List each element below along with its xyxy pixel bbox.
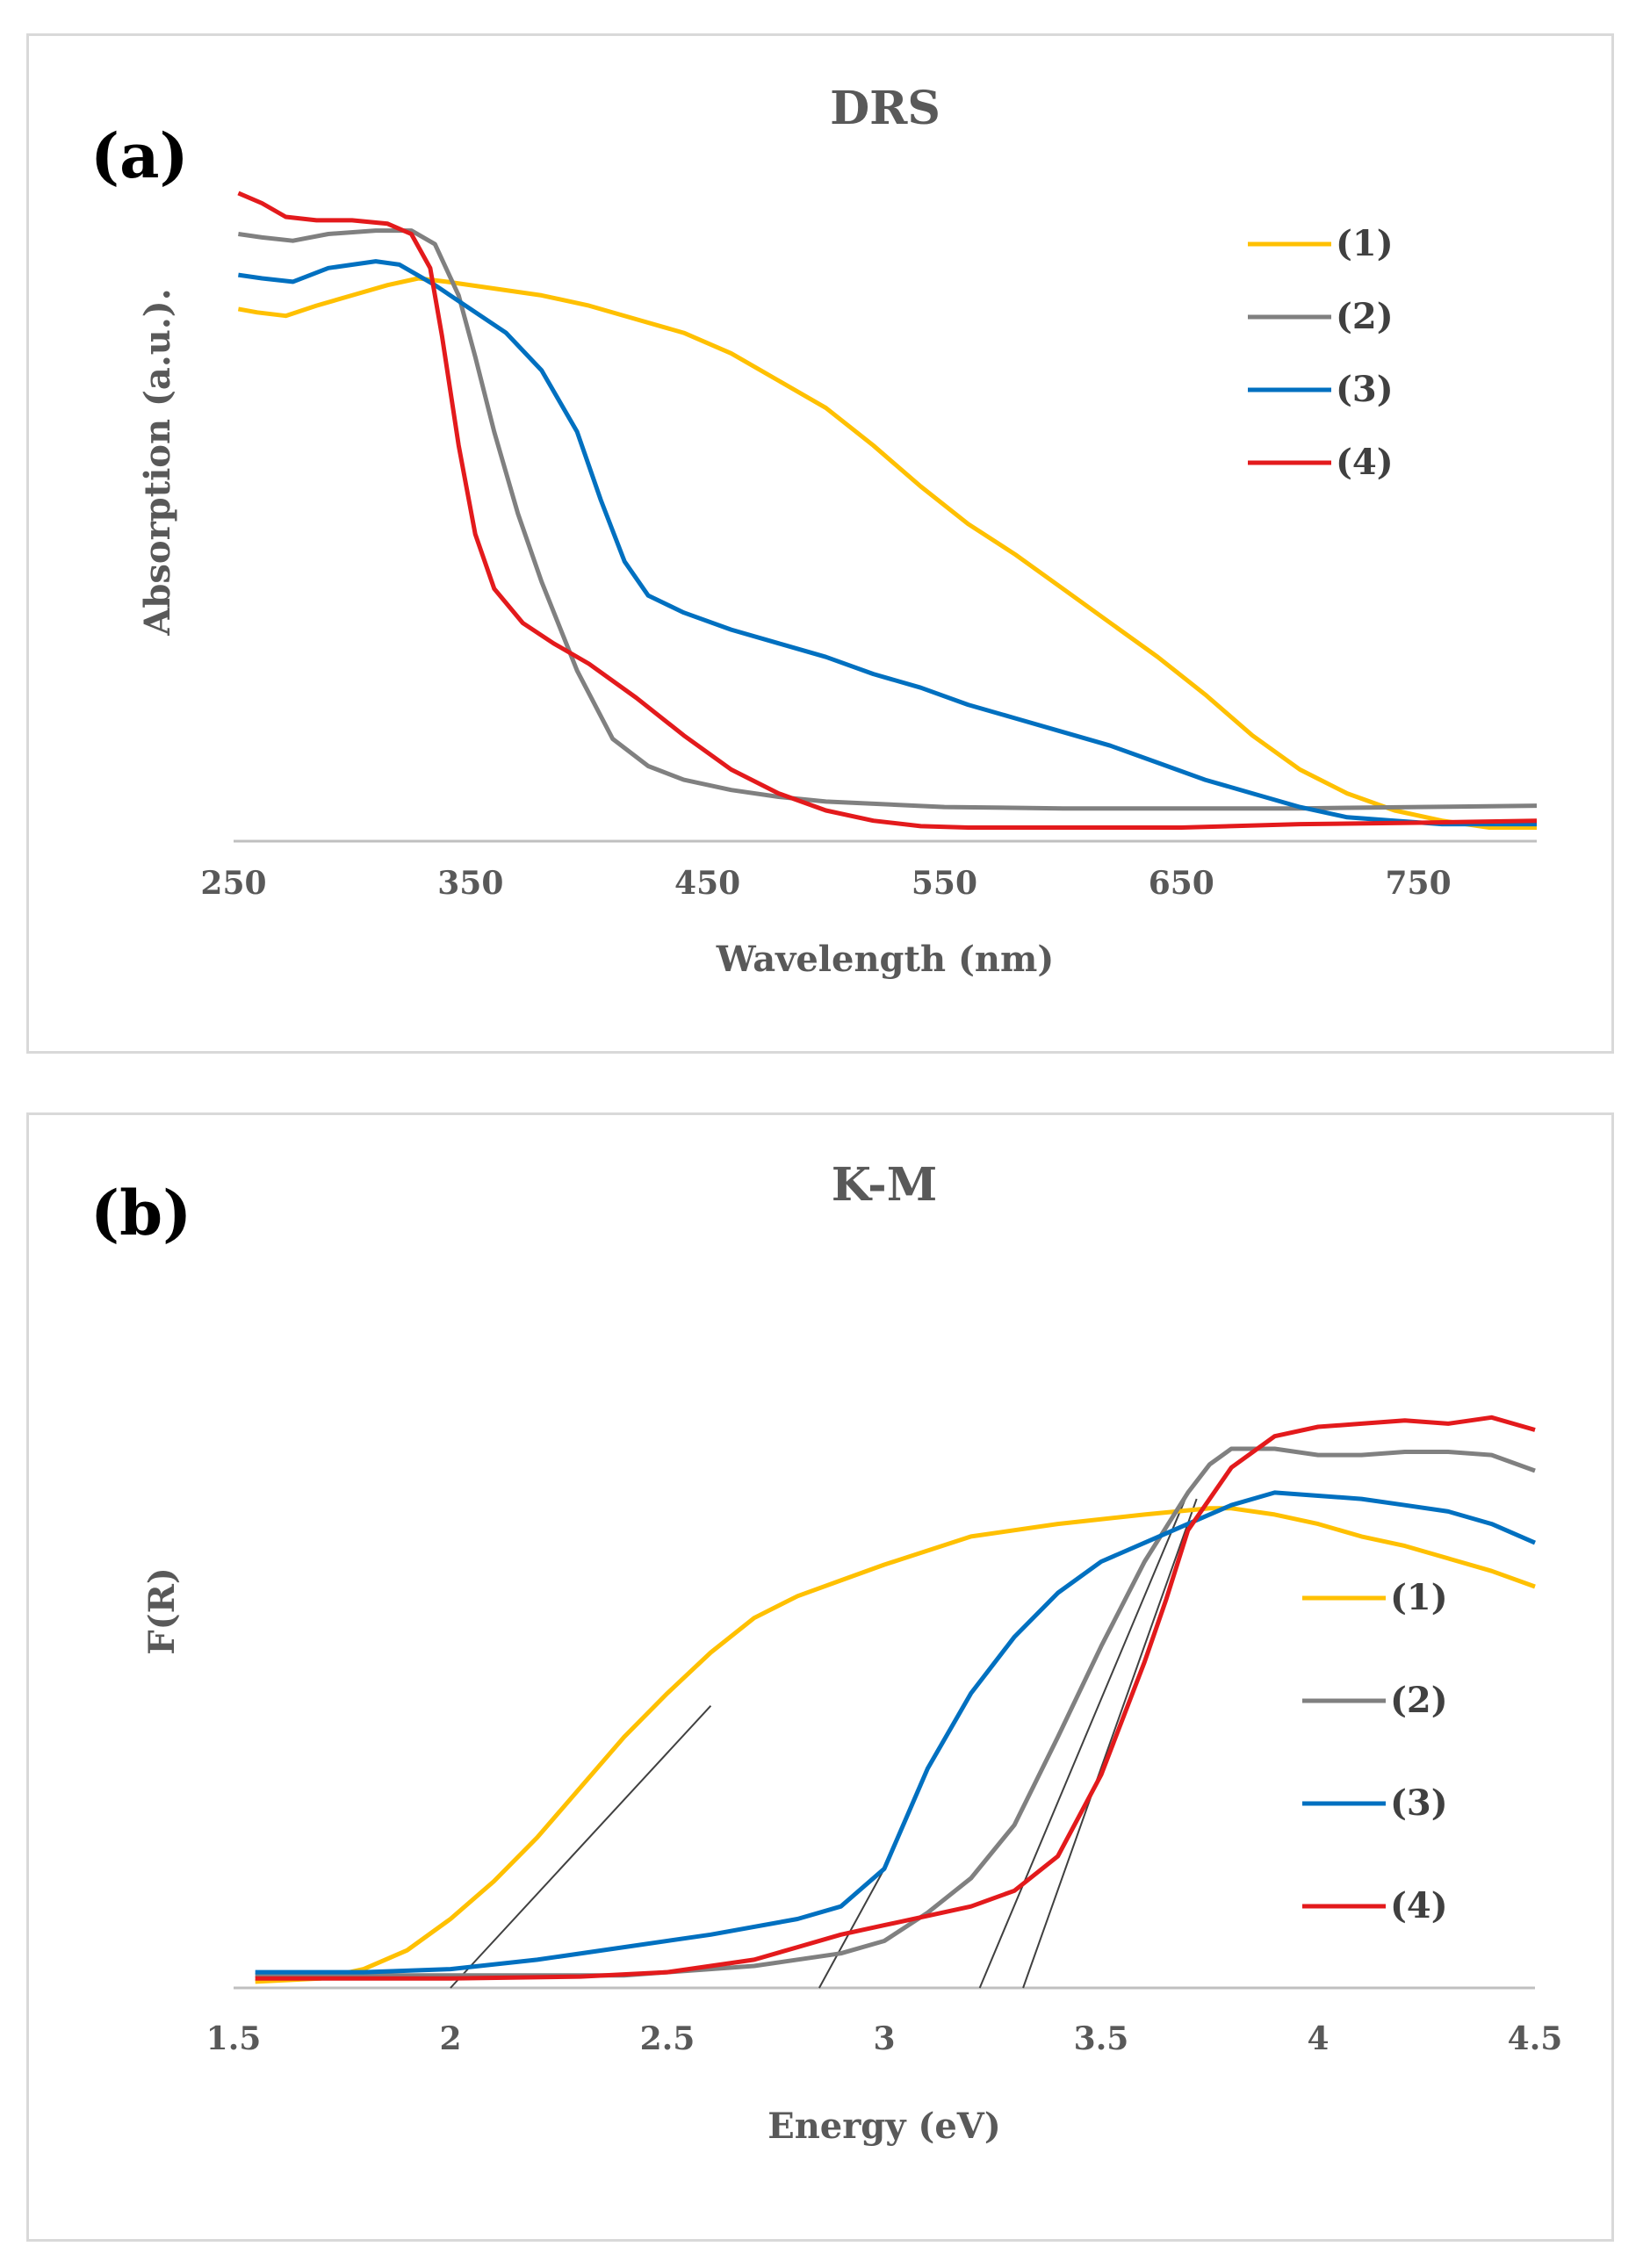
x-tick-label: 450: [674, 865, 740, 902]
legend-label-2: (2): [1390, 1680, 1448, 1721]
chart-title: K-M: [832, 1158, 938, 1212]
series-line-4: [237, 191, 1538, 830]
km-panel: (b) K-M 1.5 2 2.5 3 3.5 4 4.5 Energy (eV) F(R) (1)…: [26, 1112, 1614, 2242]
legend-label-1: (1): [1336, 223, 1394, 264]
x-axis-label: Wavelength (nm): [716, 939, 1055, 980]
series-line-2: [238, 228, 1538, 811]
legend-label-4: (4): [1336, 442, 1394, 483]
km-chart: K-M 1.5 2 2.5 3 3.5 4 4.5 Energy (eV) F(R) (1) (2) (…: [141, 1158, 1563, 2147]
x-tick-label: 550: [912, 865, 977, 902]
panel-label-a: (a): [90, 119, 189, 192]
chart-title: DRS: [830, 82, 940, 135]
x-tick-label: 2.5: [640, 2020, 695, 2057]
series-line-2: [255, 1446, 1536, 1978]
legend-label-3: (3): [1390, 1782, 1448, 1824]
tangent-line: [818, 1868, 885, 1989]
tangent-line: [978, 1492, 1189, 1989]
x-tick-label: 650: [1149, 865, 1214, 902]
x-tick-label: 350: [437, 865, 503, 902]
y-axis-label: F(R): [141, 1567, 183, 1655]
x-tick-label: 3: [873, 2020, 895, 2057]
series-line-3: [238, 259, 1537, 827]
drs-chart: DRS 250 350 450 550 650 750 Wavelength (nm) Abso…: [137, 82, 1538, 980]
series-line-3: [255, 1490, 1536, 1975]
x-tick-label: 4.5: [1508, 2020, 1563, 2057]
legend-label-3: (3): [1336, 369, 1394, 410]
x-axis-label: Energy (eV): [767, 2106, 1001, 2147]
legend-label-1: (1): [1390, 1577, 1448, 1618]
x-tick-label: 250: [200, 865, 266, 902]
x-tick-label: 750: [1386, 865, 1452, 902]
drs-panel: (a) DRS 250 350 450 550 650 750 Wavelength (nm)…: [26, 33, 1614, 1054]
series-line-1: [255, 1506, 1536, 1984]
x-tick-label: 1.5: [206, 2020, 262, 2057]
x-tick-label: 2: [439, 2020, 461, 2057]
legend-label-4: (4): [1390, 1885, 1448, 1926]
tangent-line: [1022, 1498, 1198, 1989]
legend-label-2: (2): [1336, 296, 1394, 337]
x-tick-label: 3.5: [1074, 2020, 1129, 2057]
series-line-4: [255, 1415, 1536, 1981]
panel-label-b: (b): [90, 1177, 192, 1249]
tangent-line: [450, 1705, 712, 1989]
x-tick-label: 4: [1307, 2020, 1329, 2057]
y-axis-label: Absorption (a.u.).: [137, 288, 178, 636]
series-line-1: [237, 276, 1537, 830]
